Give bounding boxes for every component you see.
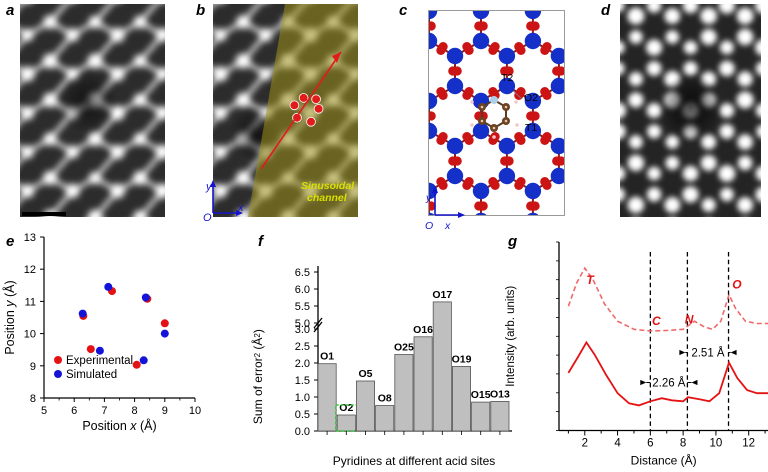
svg-text:O15: O15 [471,389,491,401]
svg-text:Pyridines at different acid si: Pyridines at different acid sites [333,454,496,468]
svg-text:O1: O1 [320,351,334,363]
svg-text:O2: O2 [339,402,353,414]
svg-text:T1: T1 [525,122,537,134]
svg-text:O: O [203,212,212,224]
svg-text:2: 2 [582,438,588,450]
svg-text:4: 4 [614,438,621,450]
svg-text:6: 6 [647,438,653,450]
svg-text:O25: O25 [394,342,414,354]
svg-text:10: 10 [710,438,723,450]
svg-text:O2: O2 [524,92,538,104]
svg-text:1.5: 1.5 [295,375,310,387]
svg-text:7: 7 [101,405,107,417]
svg-text:2.26 Å: 2.26 Å [652,377,686,390]
svg-text:Distance (Å): Distance (Å) [631,453,697,468]
svg-text:5: 5 [41,405,47,417]
svg-text:Simulated: Simulated [66,369,117,381]
svg-text:Experimental: Experimental [66,355,133,367]
svg-text:6.5: 6.5 [295,267,310,279]
svg-text:5.0: 5.0 [295,318,310,330]
svg-text:Sum of error2 (Å2): Sum of error2 (Å2) [250,329,265,424]
svg-text:0.0: 0.0 [295,426,310,438]
svg-text:12: 12 [742,438,755,450]
svg-text:Sinusoidal: Sinusoidal [301,180,355,192]
svg-text:9: 9 [30,361,36,373]
svg-text:2.5: 2.5 [295,341,310,353]
svg-text:8: 8 [132,405,138,417]
svg-text:O16: O16 [413,324,433,336]
svg-text:Position x (Å): Position x (Å) [82,418,156,433]
svg-text:x: x [444,220,451,232]
svg-text:8: 8 [30,393,36,405]
svg-text:6: 6 [71,405,77,417]
svg-text:x: x [237,202,244,214]
svg-text:2.51 Å: 2.51 Å [691,347,725,360]
svg-text:1.0: 1.0 [295,392,310,404]
svg-text:12: 12 [24,264,36,276]
svg-text:13: 13 [24,232,36,244]
svg-text:0.5: 0.5 [295,409,310,421]
svg-text:N: N [685,312,694,326]
svg-text:y: y [425,192,432,204]
svg-text:T2: T2 [501,72,513,84]
svg-text:11: 11 [25,296,36,308]
svg-text:2.0: 2.0 [295,358,310,370]
svg-text:6.0: 6.0 [295,284,310,296]
svg-text:8: 8 [680,438,686,450]
svg-text:O: O [425,220,433,232]
svg-text:Intensity (arb. units): Intensity (arb. units) [505,286,517,387]
svg-text:O: O [732,278,742,292]
svg-text:C: C [652,314,661,328]
svg-text:O17: O17 [432,289,452,301]
svg-text:Position y (Å): Position y (Å) [2,280,17,354]
svg-text:O19: O19 [452,353,472,365]
svg-text:9: 9 [162,405,168,417]
svg-text:O5: O5 [358,368,372,380]
svg-text:5.5: 5.5 [295,301,310,313]
svg-text:10: 10 [24,329,36,341]
svg-text:O8: O8 [378,393,392,405]
svg-text:channel: channel [307,192,348,204]
svg-text:10: 10 [189,405,201,417]
